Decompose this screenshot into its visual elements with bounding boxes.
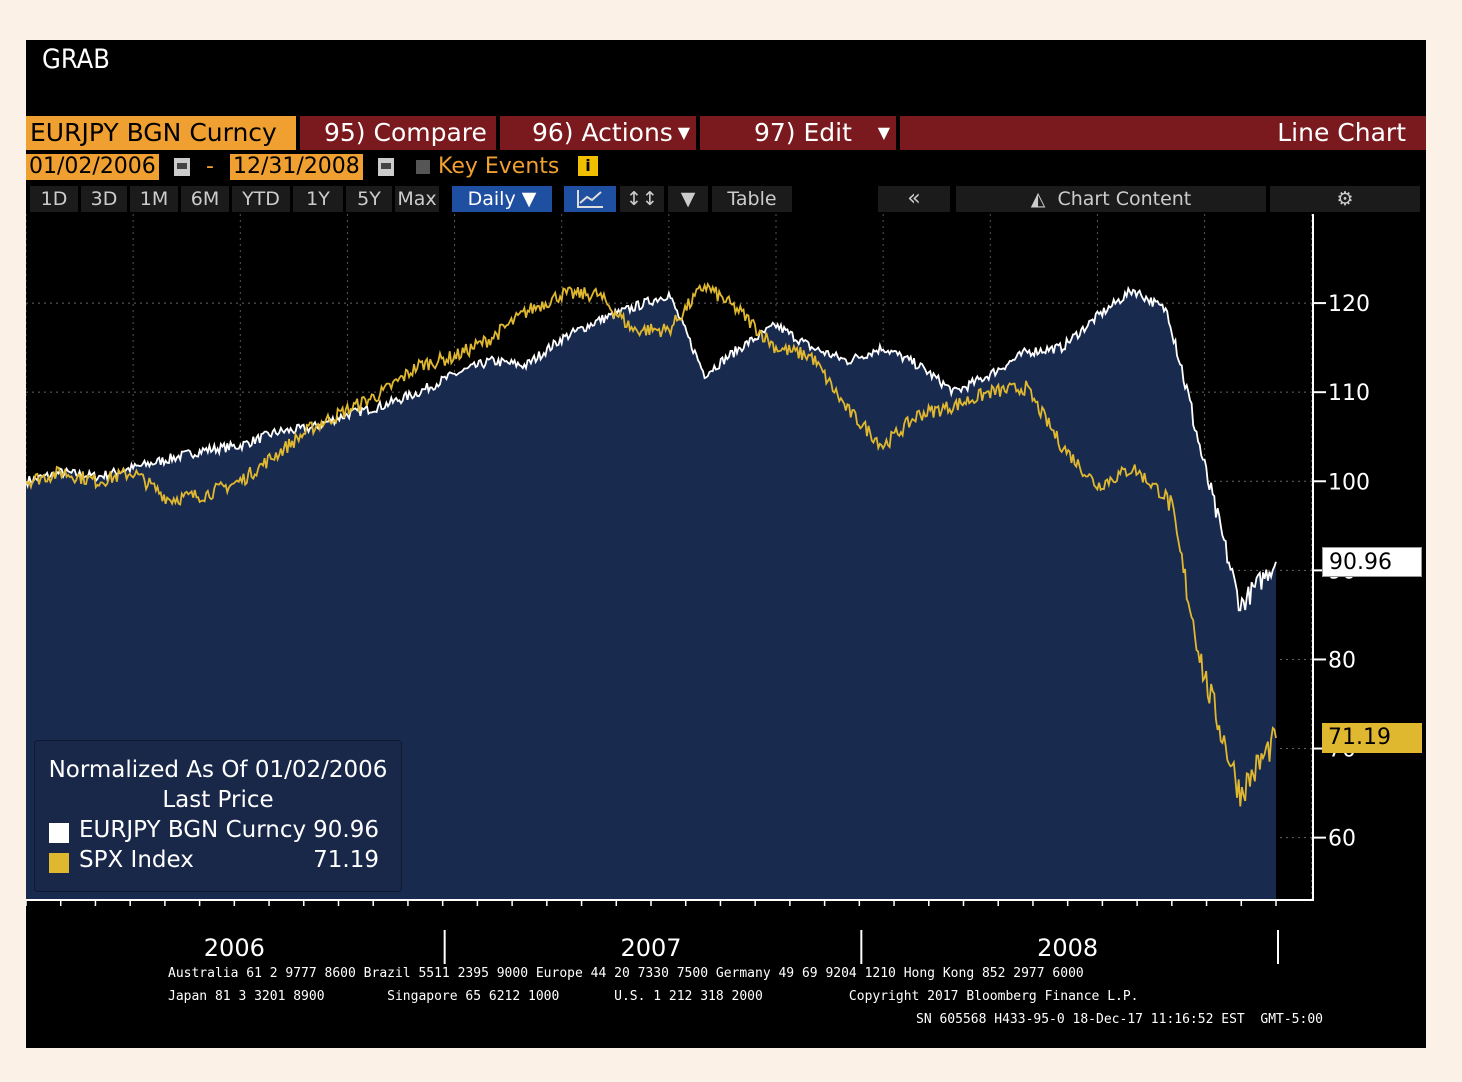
legend-value-eurjpy: 90.96 xyxy=(313,817,379,843)
x-tick-label: 2007 xyxy=(620,934,681,962)
last-price-tag-eurjpy: 90.96 xyxy=(1322,546,1422,577)
edit-label: 97) Edit xyxy=(754,118,852,147)
chart-content-label: Chart Content xyxy=(1057,188,1192,210)
actions-label: 96) Actions xyxy=(532,118,673,147)
x-axis: 2006 2007 2008 xyxy=(26,899,1314,964)
x-tick-label: 2008 xyxy=(1037,934,1098,962)
legend-name-spx: SPX Index xyxy=(79,847,194,873)
period-button-ytd[interactable]: YTD xyxy=(232,186,290,212)
y-tick-label: 110 xyxy=(1328,381,1370,406)
mountain-chart-icon: ◭ xyxy=(1030,188,1046,210)
gear-icon[interactable]: ⚙ xyxy=(1270,186,1420,212)
footer-contacts-line2: Japan 81 3 3201 8900 Singapore 65 6212 1… xyxy=(168,989,1139,1004)
key-events-label: Key Events xyxy=(438,154,560,179)
frequency-label: Daily xyxy=(467,188,516,210)
legend-value-spx: 71.19 xyxy=(313,847,379,873)
actions-menu[interactable]: 96) Actions ▼ xyxy=(500,116,696,150)
period-button-1m[interactable]: 1M xyxy=(130,186,178,212)
period-button-3d[interactable]: 3D xyxy=(81,186,127,212)
period-button-1d[interactable]: 1D xyxy=(30,186,78,212)
period-button-1y[interactable]: 1Y xyxy=(293,186,343,212)
x-tick-label: 2006 xyxy=(204,934,265,962)
period-button-5y[interactable]: 5Y xyxy=(346,186,392,212)
legend-swatch-eurjpy xyxy=(49,823,69,843)
series-line-eurjpy xyxy=(26,285,1277,612)
line-chart-icon[interactable] xyxy=(564,186,616,212)
end-date-field[interactable]: 12/31/2008 xyxy=(230,154,363,180)
period-button-6m[interactable]: 6M xyxy=(181,186,229,212)
y-tick-label: 60 xyxy=(1328,827,1356,852)
y-axis: 60708090100110120 xyxy=(1312,214,1370,900)
info-icon[interactable]: i xyxy=(578,156,598,176)
edit-menu[interactable]: 97) Edit ▼ xyxy=(700,116,896,150)
window-title: GRAB xyxy=(42,44,110,75)
legend-swatch-spx xyxy=(49,853,69,873)
y-tick-label: 120 xyxy=(1328,292,1370,317)
y-tick-label: 80 xyxy=(1328,648,1356,673)
start-date-field[interactable]: 01/02/2006 xyxy=(26,154,159,180)
date-separator: - xyxy=(206,154,214,179)
table-button[interactable]: Table xyxy=(712,186,792,212)
chevron-down-icon: ▼ xyxy=(521,188,537,210)
bar-chart-icon[interactable]: ↕↕ xyxy=(620,186,664,212)
last-price-tag-spx: 71.19 xyxy=(1322,722,1422,753)
footer-contacts-line1: Australia 61 2 9777 8600 Brazil 5511 239… xyxy=(168,966,1084,981)
chevron-down-icon: ▼ xyxy=(877,123,890,142)
legend-subtitle: Last Price xyxy=(162,787,274,813)
compare-button[interactable]: 95) Compare xyxy=(300,116,496,150)
chevron-down-icon[interactable]: ▼ xyxy=(668,186,708,212)
y-tick-label: 100 xyxy=(1328,470,1370,495)
ticker-field[interactable]: EURJPY BGN Curncy xyxy=(26,116,296,150)
chart-legend: Normalized As Of 01/02/2006 Last Price E… xyxy=(34,740,402,892)
legend-title: Normalized As Of 01/02/2006 xyxy=(48,757,388,783)
footer-serial: SN 605568 H433-95-0 18-Dec-17 11:16:52 E… xyxy=(916,1012,1323,1027)
collapse-button[interactable]: « xyxy=(878,186,950,212)
chart-content-button[interactable]: ◭ Chart Content xyxy=(956,186,1266,212)
key-events-checkbox[interactable] xyxy=(416,160,430,174)
calendar-icon[interactable] xyxy=(378,158,394,176)
bloomberg-terminal: GRAB EURJPY BGN Curncy 95) Compare 96) A… xyxy=(26,40,1426,1048)
period-button-max[interactable]: Max xyxy=(395,186,439,212)
series-line-spx xyxy=(26,281,1277,807)
frequency-dropdown[interactable]: Daily ▼ xyxy=(452,186,552,212)
chart-type-label: Line Chart xyxy=(900,116,1426,150)
legend-name-eurjpy: EURJPY BGN Curncy xyxy=(79,817,307,843)
chevron-down-icon: ▼ xyxy=(677,123,690,142)
calendar-icon[interactable] xyxy=(174,158,190,176)
